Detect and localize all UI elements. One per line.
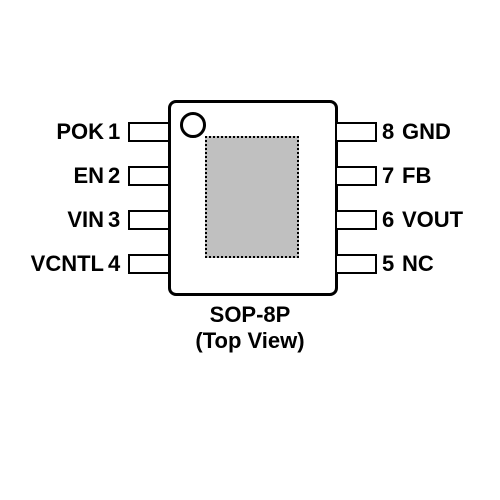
pin-2 xyxy=(128,166,170,186)
pin-label-5: NC xyxy=(402,251,434,277)
pin-number-6: 6 xyxy=(382,207,394,233)
pin-label-8: GND xyxy=(402,119,451,145)
package-name: SOP-8P xyxy=(0,302,500,328)
pin-label-7: FB xyxy=(402,163,431,189)
package-view: (Top View) xyxy=(0,328,500,354)
pin-label-1: POK xyxy=(56,119,104,145)
pin-number-2: 2 xyxy=(108,163,120,189)
pin-number-4: 4 xyxy=(108,251,120,277)
pin-number-8: 8 xyxy=(382,119,394,145)
pin-1 xyxy=(128,122,170,142)
pin-label-6: VOUT xyxy=(402,207,463,233)
pin-number-1: 1 xyxy=(108,119,120,145)
pin-label-2: EN xyxy=(73,163,104,189)
pin-3 xyxy=(128,210,170,230)
pin-label-4: VCNTL xyxy=(31,251,104,277)
pin-8 xyxy=(335,122,377,142)
pin-number-7: 7 xyxy=(382,163,394,189)
pin-number-5: 5 xyxy=(382,251,394,277)
pin1-marker xyxy=(180,112,206,138)
pin-7 xyxy=(335,166,377,186)
pin-label-3: VIN xyxy=(67,207,104,233)
thermal-pad xyxy=(205,136,299,258)
pin-6 xyxy=(335,210,377,230)
pin-5 xyxy=(335,254,377,274)
pin-4 xyxy=(128,254,170,274)
pin-number-3: 3 xyxy=(108,207,120,233)
